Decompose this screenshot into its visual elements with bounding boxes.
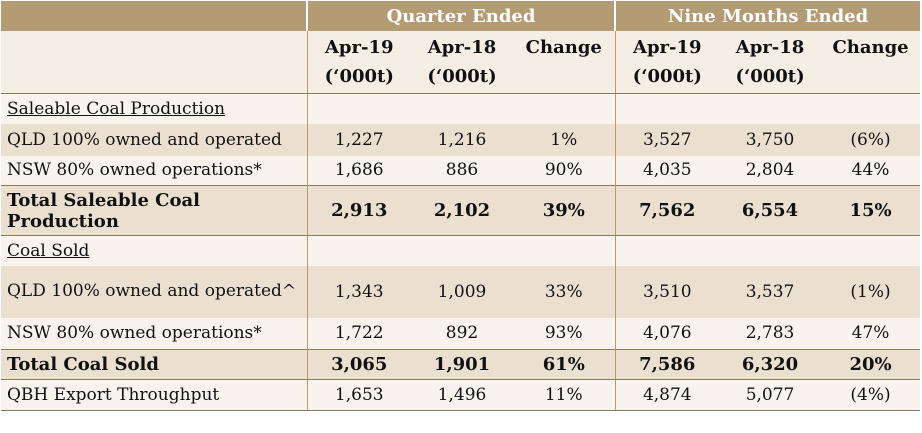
- row-label: Total Saleable Coal Production: [1, 185, 307, 236]
- table-row: NSW 80% owned operations* 1,686 886 90% …: [1, 155, 921, 186]
- col-header: Change: [821, 31, 921, 94]
- col-header: Apr-19 (‘000t): [306, 31, 411, 94]
- col-header: Apr-18 (‘000t): [411, 31, 513, 94]
- table-row: Saleable Coal Production: [1, 93, 921, 124]
- table-row: QLD 100% owned and operated 1,227 1,216 …: [1, 123, 921, 156]
- table-row: QLD 100% owned and operated^ 1,343 1,009…: [1, 265, 921, 318]
- coal-summary-table: Quarter Ended Nine Months Ended Apr-19 (‘…: [1, 1, 921, 411]
- section-label: Coal Sold: [1, 235, 307, 266]
- quarter-ended-header: Quarter Ended: [305, 1, 616, 31]
- table-row: QBH Export Throughput 1,653 1,496 11% 4,…: [1, 379, 921, 411]
- total-row: Total Coal Sold 3,065 1,901 61% 7,586 6,…: [1, 349, 921, 380]
- table-row: Coal Sold: [1, 235, 921, 266]
- col-header: Apr-19 (‘000t): [614, 31, 720, 94]
- section-label: Saleable Coal Production: [1, 93, 307, 124]
- table-row: NSW 80% owned operations* 1,722 892 93% …: [1, 317, 921, 350]
- row-label: NSW 80% owned operations*: [1, 155, 307, 186]
- col-header: Apr-18 (‘000t): [719, 31, 822, 94]
- col-header: Change: [513, 31, 616, 94]
- nine-months-ended-header: Nine Months Ended: [614, 1, 921, 31]
- row-label: Total Coal Sold: [1, 349, 307, 380]
- row-label: QLD 100% owned and operated: [1, 123, 307, 156]
- column-header-row: Apr-19 (‘000t) Apr-18 (‘000t) Change Apr-1…: [1, 31, 921, 94]
- total-row: Total Saleable Coal Production 2,913 2,1…: [1, 185, 921, 236]
- row-label: NSW 80% owned operations*: [1, 317, 307, 350]
- row-label: QBH Export Throughput: [1, 379, 307, 411]
- row-label: QLD 100% owned and operated^: [1, 265, 307, 318]
- group-header-row: Quarter Ended Nine Months Ended: [1, 1, 921, 31]
